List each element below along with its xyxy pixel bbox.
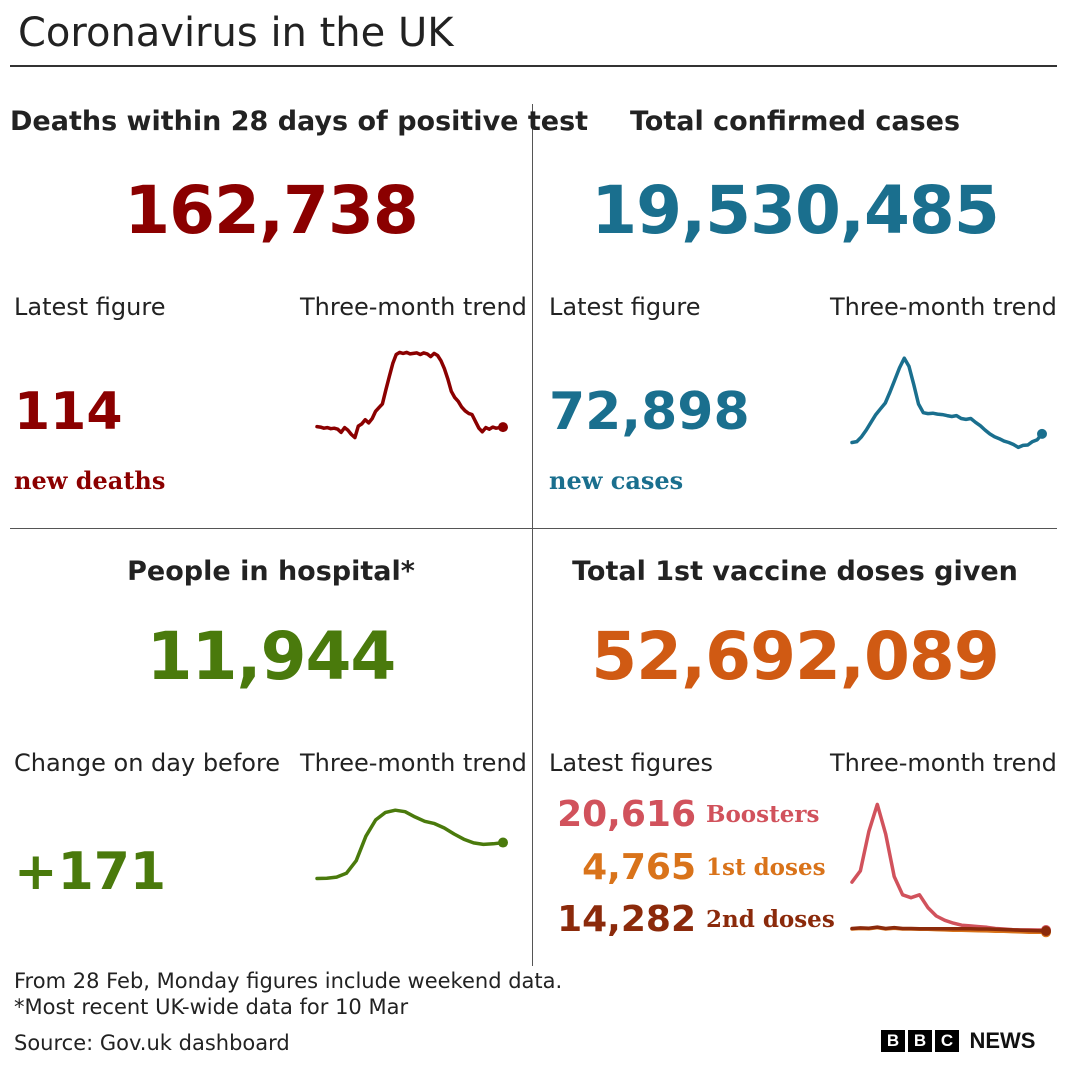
cases-latest-label: Latest figure (549, 293, 701, 321)
horizontal-divider (10, 528, 1057, 529)
boosters-value: 20,616 (557, 794, 696, 835)
first-doses-label: 1st doses (706, 854, 826, 881)
cases-trend-end-point (1037, 428, 1047, 439)
footer-note-weekend: From 28 Feb, Monday figures include week… (14, 969, 563, 993)
deaths-latest-sub: new deaths (14, 466, 166, 495)
footer-source: Source: Gov.uk dashboard (14, 1031, 290, 1055)
cases-trend-chart (850, 356, 1047, 450)
hospital-trend-label: Three-month trend (300, 749, 527, 777)
vaccine-trend-boosters-line (850, 802, 1048, 932)
hospital-trend-end-point (498, 837, 508, 848)
bbc-logo-letter: B (908, 1030, 932, 1052)
cases-total: 19,530,485 (591, 172, 1000, 249)
bbc-logo-news: NEWS (969, 1028, 1036, 1053)
hospital-trend-chart (315, 808, 508, 881)
cases-latest-value: 72,898 (549, 382, 750, 442)
title-rule (10, 65, 1057, 67)
hospital-total: 11,944 (146, 618, 397, 695)
vaccine-trend-2nd-doses-end-point (1041, 926, 1051, 937)
bbc-logo-letter: B (881, 1030, 905, 1052)
deaths-latest-value: 114 (14, 382, 123, 442)
deaths-latest-label: Latest figure (14, 293, 166, 321)
footer-note-hospital: *Most recent UK-wide data for 10 Mar (14, 995, 409, 1019)
vaccine-title: Total 1st vaccine doses given (572, 556, 1018, 587)
vaccine-trend-2nd-doses-line (850, 925, 1048, 933)
vaccine-latest-label: Latest figures (549, 749, 713, 777)
boosters-label: Boosters (706, 801, 820, 828)
cases-trend-label: Three-month trend (830, 293, 1057, 321)
cases-trend-line (850, 356, 1044, 450)
second-doses-value: 14,282 (557, 899, 696, 940)
first-doses-value: 4,765 (582, 847, 696, 888)
deaths-total: 162,738 (124, 172, 419, 249)
deaths-trend-line (315, 350, 505, 440)
cases-latest-sub: new cases (549, 466, 684, 495)
hospital-trend-line (315, 808, 505, 881)
cases-title: Total confirmed cases (629, 106, 961, 137)
bbc-logo-letter: C (935, 1030, 959, 1052)
deaths-trend-end-point (498, 422, 508, 433)
vaccine-trend-chart (850, 802, 1051, 938)
hospital-title: People in hospital* (127, 556, 415, 587)
deaths-trend-chart (315, 350, 508, 440)
vaccine-trend-label: Three-month trend (830, 749, 1057, 777)
chart-title: Coronavirus in the UK (18, 10, 454, 56)
hospital-latest-value: +171 (14, 842, 167, 902)
vertical-divider (532, 104, 533, 966)
second-doses-label: 2nd doses (706, 906, 835, 933)
deaths-title: Deaths within 28 days of positive test (10, 106, 589, 137)
hospital-latest-label: Change on day before (14, 749, 281, 777)
deaths-trend-label: Three-month trend (300, 293, 527, 321)
vaccine-total: 52,692,089 (591, 618, 1000, 695)
